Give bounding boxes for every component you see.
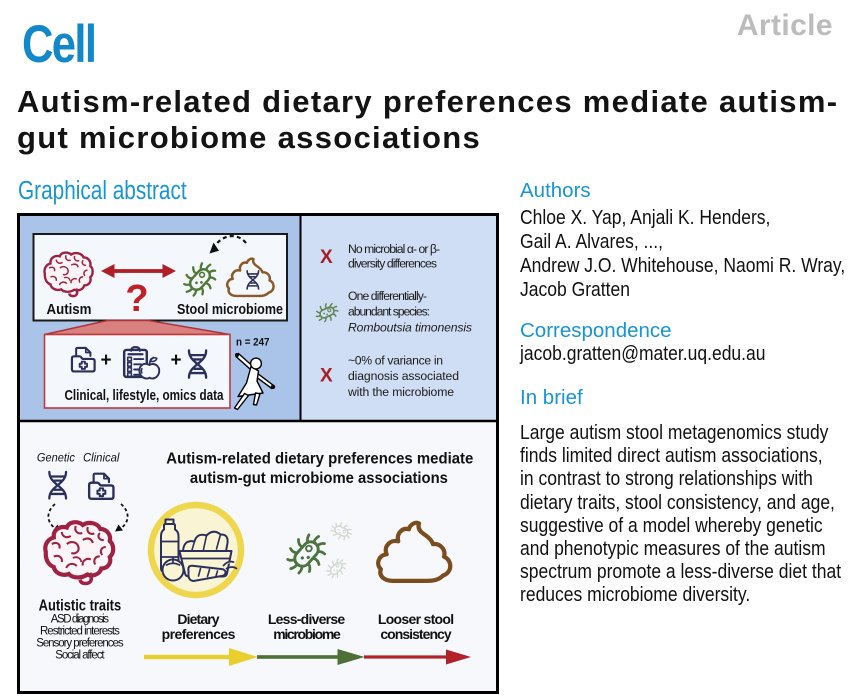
svg-text:X: X	[320, 247, 333, 268]
svg-text:+: +	[100, 350, 111, 371]
svg-text:Restricted interests: Restricted interests	[40, 626, 120, 638]
svg-text:Looser stool: Looser stool	[378, 611, 454, 627]
svg-text:Sensory preferences: Sensory preferences	[36, 638, 124, 650]
svg-text:Romboutsia timonensis: Romboutsia timonensis	[348, 321, 472, 335]
svg-text:microbiome: microbiome	[273, 626, 341, 642]
svg-text:diversity differences: diversity differences	[348, 257, 437, 271]
svg-text:X: X	[320, 366, 333, 387]
svg-text:Stool microbiome: Stool microbiome	[177, 302, 283, 318]
svg-text:?: ?	[125, 278, 148, 320]
svg-text:n = 247: n = 247	[236, 337, 270, 349]
svg-text:consistency: consistency	[380, 626, 452, 642]
svg-text:~0% of variance in: ~0% of variance in	[348, 353, 443, 367]
svg-text:Less-diverse: Less-diverse	[268, 611, 346, 627]
svg-text:Social affect: Social affect	[55, 650, 105, 662]
svg-text:+: +	[170, 350, 181, 371]
svg-text:Autism: Autism	[47, 302, 92, 318]
svg-text:ASD diagnosis: ASD diagnosis	[51, 614, 110, 626]
svg-text:No microbial α- or β-: No microbial α- or β-	[348, 242, 440, 256]
svg-text:diagnosis associated: diagnosis associated	[348, 369, 459, 383]
svg-text:One differentially-: One differentially-	[348, 289, 427, 303]
svg-text:Dietary: Dietary	[177, 611, 219, 627]
svg-text:Genetic: Genetic	[37, 453, 75, 465]
svg-text:autism-gut microbiome associat: autism-gut microbiome associations	[190, 470, 448, 487]
svg-text:preferences: preferences	[162, 626, 236, 642]
svg-text:abundant species:: abundant species:	[348, 305, 430, 319]
svg-text:Clinical, lifestyle, omics dat: Clinical, lifestyle, omics data	[65, 388, 225, 404]
svg-text:Autism-related dietary prefere: Autism-related dietary preferences media…	[166, 451, 473, 468]
svg-text:with the microbiome: with the microbiome	[347, 385, 454, 399]
svg-text:Clinical: Clinical	[83, 453, 120, 465]
svg-text:Autistic traits: Autistic traits	[39, 598, 122, 615]
